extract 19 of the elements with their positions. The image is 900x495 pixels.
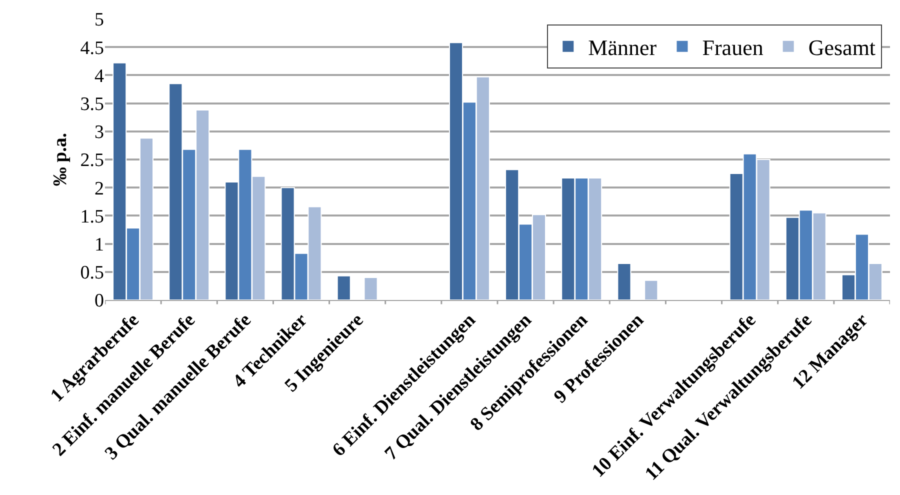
legend-label: Männer	[588, 35, 658, 60]
y-tick-label: 4	[94, 66, 104, 87]
y-tick-label: 3.5	[80, 94, 104, 115]
bar	[364, 277, 378, 300]
y-tick-label: 1	[94, 234, 104, 256]
y-tick-label: 2	[94, 178, 104, 200]
y-tick-label: 3	[94, 122, 104, 144]
y-tick-label: 5	[94, 10, 104, 31]
legend-label: Gesamt	[808, 35, 876, 60]
legend-label: Frauen	[702, 35, 764, 60]
bar	[644, 280, 658, 300]
bar	[617, 262, 632, 300]
y-tick-label: 0	[94, 290, 104, 312]
bar	[336, 275, 351, 300]
y-tick-label: 4.5	[80, 38, 104, 59]
y-tick-label: 0.5	[80, 262, 104, 284]
y-tick-label: 2.5	[80, 150, 104, 172]
y-axis-title: ‰ p.a.	[50, 132, 72, 186]
y-tick-label: 1.5	[80, 206, 104, 228]
